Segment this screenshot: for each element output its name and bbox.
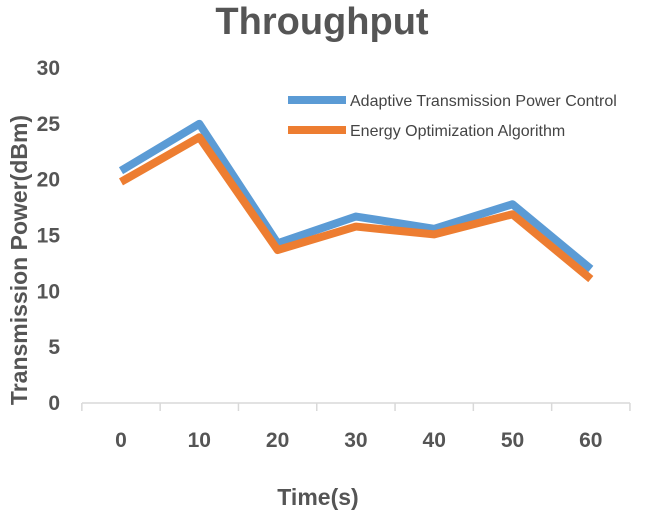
y-tick-label: 10 <box>37 280 60 303</box>
y-axis-label: Transmission Power(dBm) <box>6 115 32 405</box>
x-tick-label: 60 <box>579 429 602 452</box>
x-tick-label: 50 <box>501 429 524 452</box>
legend-label-energy: Energy Optimization Algorithm <box>350 123 565 140</box>
y-tick-label: 0 <box>48 392 60 415</box>
y-tick-label: 15 <box>37 225 61 248</box>
x-tick-label: 20 <box>266 429 289 452</box>
x-tick-label: 0 <box>115 429 127 452</box>
y-axis-ticks: 0 5 10 15 20 25 30 <box>37 57 61 415</box>
x-axis-label: Time(s) <box>277 484 358 510</box>
x-tick-label: 30 <box>344 429 367 452</box>
x-axis-ticks: 0 10 20 30 40 50 60 <box>81 403 631 452</box>
legend-label-adaptive: Adaptive Transmission Power Control <box>350 93 617 110</box>
chart-title: Throughput <box>215 1 428 43</box>
legend: Adaptive Transmission Power Control Ener… <box>288 93 617 140</box>
y-tick-label: 5 <box>48 336 60 359</box>
x-tick-label: 10 <box>188 429 211 452</box>
y-tick-label: 25 <box>37 113 61 136</box>
y-tick-label: 20 <box>37 169 60 192</box>
x-tick-label: 40 <box>423 429 446 452</box>
series-line-energy <box>119 133 594 283</box>
y-tick-label: 30 <box>37 57 60 80</box>
series-line-adaptive <box>118 119 594 273</box>
series-lines <box>118 119 594 283</box>
